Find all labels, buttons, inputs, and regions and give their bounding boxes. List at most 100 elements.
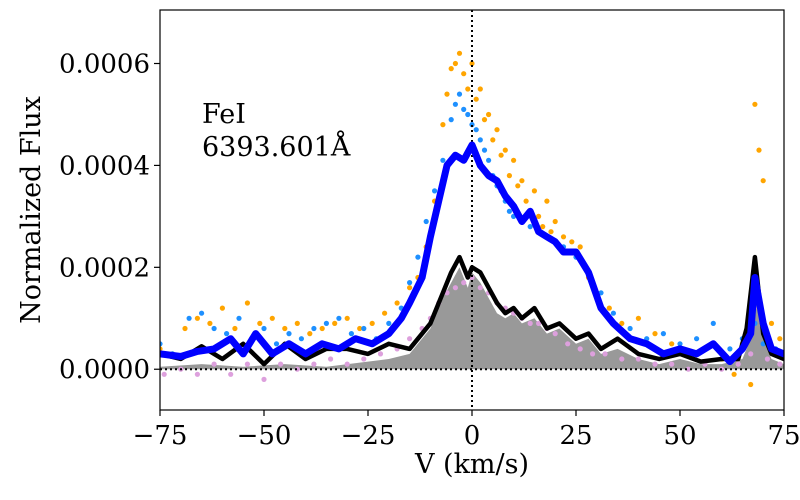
plum-points-point [477, 285, 483, 291]
x-tick-label: −25 [341, 421, 396, 451]
orange-points-point [394, 300, 400, 306]
orange-points-point [498, 152, 504, 158]
dodgerblue-points-point [336, 315, 342, 321]
orange-points-point [552, 218, 558, 225]
plum-points-point [777, 361, 783, 367]
x-tick-label: 25 [559, 421, 592, 451]
plum-points-point [764, 356, 771, 362]
dodgerblue-points-point [415, 254, 421, 260]
orange-points-point [219, 305, 225, 311]
blue-model-line [160, 141, 784, 366]
axes-layer: −75 −50 −25 0 25 50 75 0.0000 0.0002 0.0004 0.0006 [59, 9, 800, 451]
orange-points-point [473, 96, 479, 102]
orange-points-point [232, 325, 238, 332]
plot-data-layer [160, 10, 784, 410]
dodgerblue-points-point [311, 325, 317, 332]
dodgerblue-points-point [298, 336, 304, 342]
dodgerblue-points-point [627, 325, 633, 332]
dodgerblue-points-point [481, 147, 488, 153]
black-model-line [160, 254, 784, 367]
dodgerblue-points-point [386, 320, 392, 326]
orange-points-point [269, 315, 275, 321]
orange-points-point [619, 320, 625, 326]
dodgerblue-points-point [261, 325, 267, 332]
plum-points-point [652, 361, 658, 367]
x-tick-label: −75 [133, 421, 188, 451]
orange-points-point [486, 111, 492, 118]
orange-points-point [207, 320, 213, 326]
plum-points-point [748, 351, 754, 357]
orange-points-point [481, 117, 488, 123]
y-tick-label: 0.0006 [59, 50, 150, 80]
orange-points-point [544, 198, 550, 204]
orange-points-point [540, 224, 546, 230]
orange-points-point [448, 66, 454, 72]
dodgerblue-points-point [224, 331, 230, 337]
plum-points-point [311, 361, 317, 367]
orange-points-point [515, 183, 521, 189]
plum-points-point [635, 356, 642, 362]
plum-points-point [685, 366, 691, 372]
x-tick-label: 75 [767, 421, 800, 451]
orange-points-point [577, 244, 583, 250]
orange-points-point [357, 325, 363, 332]
plum-points-point [344, 361, 350, 367]
dodgerblue-points-point [440, 157, 446, 163]
dodgerblue-points-point [323, 320, 329, 326]
orange-points-point [244, 300, 250, 306]
orange-points-point [452, 60, 458, 67]
plum-points-point [536, 320, 542, 326]
orange-points-point [294, 320, 300, 326]
orange-points-point [477, 86, 483, 92]
plum-points-point [461, 280, 467, 286]
orange-points-point [282, 325, 288, 332]
plum-points-point [244, 361, 250, 367]
plum-points-point [590, 351, 596, 357]
dodgerblue-points-point [423, 218, 429, 225]
orange-points-point [756, 147, 762, 153]
plum-points-point [211, 361, 217, 367]
orange-points-point [344, 315, 350, 321]
orange-points-point [606, 305, 612, 311]
orange-points-point [257, 320, 263, 326]
orange-points-point [307, 331, 313, 337]
orange-points-point [510, 157, 517, 163]
orange-points-point [461, 71, 467, 77]
dodgerblue-points-point [506, 208, 512, 214]
dodgerblue-points-point [186, 315, 192, 321]
y-tick-label: 0.0000 [59, 355, 150, 385]
orange-points-point [760, 178, 766, 184]
dodgerblue-points-point [473, 127, 479, 133]
plum-points-point [377, 351, 384, 357]
plum-points-point [407, 336, 413, 342]
orange-points-point [748, 381, 754, 388]
dodgerblue-points-point [727, 346, 733, 352]
plum-points-point [602, 351, 608, 357]
orange-points-point [160, 346, 163, 352]
orange-points-point [469, 60, 475, 67]
dodgerblue-points-point [486, 157, 492, 163]
dodgerblue-points-point [361, 325, 367, 332]
x-axis-title: V (km/s) [414, 449, 529, 480]
plum-points-point [194, 371, 200, 377]
orange-points-point [536, 213, 542, 219]
dodgerblue-points-point [677, 341, 683, 347]
dodgerblue-points-point [527, 224, 533, 230]
orange-points-point [523, 198, 529, 204]
dodgerblue-points-point [211, 325, 217, 332]
dodgerblue-points-point [448, 117, 454, 123]
dodgerblue-points-point [199, 310, 205, 316]
x-tick-label: −50 [237, 421, 292, 451]
annotation-wavelength: 6393.601Å [202, 130, 351, 163]
dodgerblue-points-point [160, 341, 163, 347]
plum-points-point [361, 356, 367, 362]
orange-points-point [490, 137, 496, 143]
orange-points-point [494, 127, 500, 133]
y-axis-title: Normalized Flux [16, 96, 47, 324]
x-tick-label: 50 [663, 421, 696, 451]
orange-points-point [194, 315, 200, 321]
dodgerblue-points-point [452, 101, 458, 107]
plum-points-point [735, 361, 741, 367]
